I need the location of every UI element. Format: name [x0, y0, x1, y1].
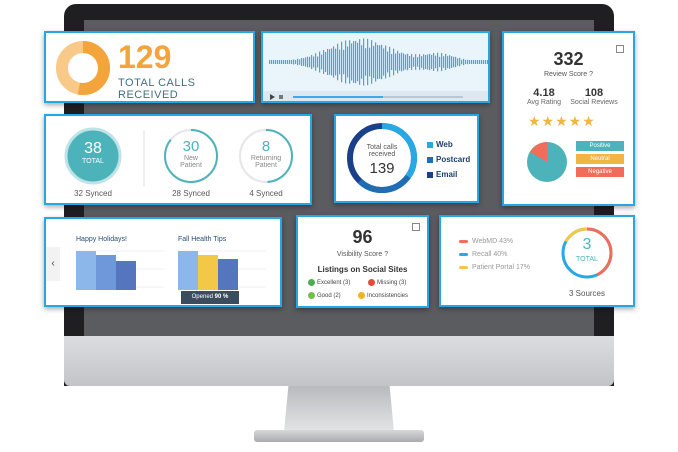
- neutral-badge: Neutral: [576, 154, 624, 164]
- recall-swatch: [459, 252, 468, 256]
- social-reviews-value: 108: [584, 87, 604, 99]
- legend-postcard: Postcard: [427, 155, 470, 164]
- calls-by-channel-card[interactable]: Total calls received 139 Web Postcard Em…: [334, 114, 479, 203]
- source-webmd: WebMD 43%: [459, 238, 513, 245]
- positive-badge: Positive: [576, 141, 624, 151]
- channel-total-value: 139: [369, 160, 395, 177]
- web-swatch: [427, 141, 433, 148]
- monitor-chin: [64, 336, 614, 386]
- check-icon: [308, 279, 315, 286]
- calls-donut-icon: [56, 41, 110, 95]
- negative-badge: Negative: [576, 167, 624, 177]
- good-item: Good (2): [308, 292, 341, 299]
- new-synced: 28 Synced: [172, 189, 210, 198]
- legend-email: Email: [427, 170, 457, 179]
- visibility-score: 96: [352, 227, 373, 247]
- sources-card[interactable]: WebMD 43% Recall 40% Patient Portal 17% …: [439, 215, 635, 307]
- missing-item: Missing (3): [368, 279, 406, 286]
- help-icon: ?: [589, 71, 594, 78]
- help-icon: ?: [384, 251, 389, 258]
- channel-center-label: Total calls received: [366, 144, 398, 158]
- synced-rings: [64, 127, 293, 186]
- inconsistencies-item: Inconsistencies: [358, 292, 408, 299]
- visibility-score-label: Visibility Score ?: [336, 251, 389, 258]
- returning-synced: 4 Synced: [249, 189, 283, 198]
- patients-synced-card[interactable]: 38 TOTAL 32 Synced 30 New Patient 28 Syn…: [44, 114, 312, 205]
- webmd-swatch: [459, 239, 468, 243]
- sources-footer: 3 Sources: [568, 289, 606, 298]
- avg-rating-stat: 4.18 Avg Rating: [522, 87, 566, 106]
- campaign-title-1: Happy Holidays!: [76, 236, 127, 243]
- good-icon: [308, 292, 315, 299]
- review-score: 332: [553, 49, 584, 69]
- external-link-icon[interactable]: [412, 223, 420, 231]
- channel-donut: [347, 123, 417, 193]
- total-patients: 38 TOTAL: [82, 140, 104, 165]
- social-reviews-stat: 108 Social Reviews: [566, 87, 622, 106]
- opened-tooltip: Opened 90 %: [181, 291, 239, 304]
- monitor-foot: [254, 430, 424, 442]
- play-icon: [270, 94, 275, 100]
- legend-web: Web: [427, 140, 453, 149]
- postcard-swatch: [427, 156, 433, 163]
- review-score-label: Review Score ?: [543, 71, 594, 78]
- total-calls-card[interactable]: 129 TOTAL CALLS RECEIVED: [44, 31, 255, 103]
- review-score-card[interactable]: 332 Review Score ? 4.18 Avg Rating 108 S…: [502, 31, 635, 206]
- sources-total-value: 3: [582, 236, 592, 253]
- campaign-title-2: Fall Health Tips: [178, 236, 227, 243]
- star-rating: ★★★★★: [528, 113, 596, 129]
- error-icon: [368, 279, 375, 286]
- waveform: [263, 38, 488, 101]
- returning-patients: 8 Returning Patient: [250, 138, 282, 169]
- portal-swatch: [459, 265, 468, 269]
- source-portal: Patient Portal 17%: [459, 264, 530, 271]
- calls-count: 129: [118, 39, 172, 75]
- social-reviews-label: Social Reviews: [570, 99, 618, 106]
- warning-icon: [358, 292, 365, 299]
- email-campaigns-card[interactable]: ‹ Happy Holidays! Fall Health Tips Opene…: [44, 217, 282, 307]
- calls-label: TOTAL CALLS RECEIVED: [118, 77, 196, 101]
- sentiment-pie: [527, 142, 567, 182]
- source-recall: Recall 40%: [459, 251, 507, 258]
- sources-total-label: TOTAL: [576, 256, 598, 263]
- external-link-icon[interactable]: [616, 45, 624, 53]
- monitor-stand: [284, 386, 394, 432]
- total-synced: 32 Synced: [74, 189, 112, 198]
- excellent-item: Excellent (3): [308, 279, 350, 286]
- listings-title: Listings on Social Sites: [317, 265, 408, 274]
- campaign-bars: [76, 250, 266, 290]
- prev-arrow-icon[interactable]: ‹: [46, 247, 60, 281]
- volume-icon: [279, 95, 283, 99]
- sources-ring: [561, 227, 613, 279]
- avg-rating-label: Avg Rating: [526, 99, 562, 106]
- visibility-score-card[interactable]: 96 Visibility Score ? Listings on Social…: [296, 215, 429, 308]
- new-patients: 30 New Patient: [180, 138, 202, 169]
- audio-player-card[interactable]: [261, 31, 490, 103]
- email-swatch: [427, 171, 433, 178]
- avg-rating-value: 4.18: [533, 87, 555, 99]
